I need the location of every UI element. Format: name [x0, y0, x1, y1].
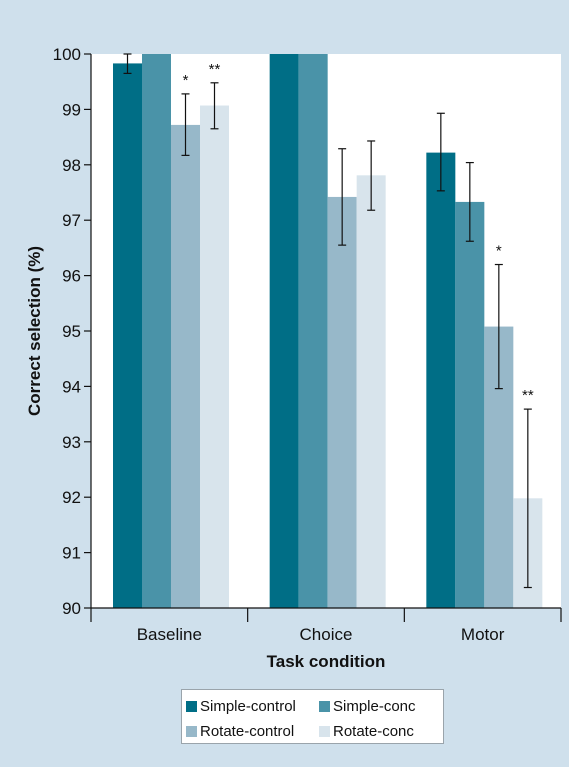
legend-swatch-simple-conc — [319, 701, 330, 712]
x-axis-title: Task condition — [267, 652, 386, 671]
x-tick-label: Motor — [461, 625, 505, 644]
bar — [113, 63, 142, 609]
y-tick-label: 99 — [62, 100, 81, 119]
y-tick-label: 98 — [62, 156, 81, 175]
significance-marker: ** — [209, 61, 221, 78]
bar — [426, 152, 456, 608]
legend-item-rotate-conc: Rotate-conc — [319, 719, 447, 744]
y-tick-label: 92 — [62, 488, 81, 507]
legend-item-rotate-control: Rotate-control — [186, 719, 319, 744]
significance-marker: * — [183, 72, 189, 89]
legend-label: Rotate-control — [200, 723, 295, 740]
significance-marker: ** — [522, 387, 534, 404]
bar — [269, 54, 299, 608]
legend-swatch-simple-control — [186, 701, 197, 712]
legend-label: Simple-control — [200, 698, 296, 715]
bar — [298, 54, 328, 608]
legend-label: Simple-conc — [333, 698, 416, 715]
significance-marker: * — [496, 243, 502, 260]
bars-layer — [113, 54, 543, 609]
bar — [327, 196, 357, 608]
x-tick-label: Choice — [300, 625, 353, 644]
x-tick-label: Baseline — [137, 625, 202, 644]
bar — [142, 54, 171, 608]
y-axis-title: Correct selection (%) — [25, 246, 44, 416]
legend-swatch-rotate-control — [186, 726, 197, 737]
y-tick-label: 100 — [53, 45, 81, 64]
y-tick-label: 93 — [62, 433, 81, 452]
legend-label: Rotate-conc — [333, 723, 414, 740]
legend-item-simple-conc: Simple-conc — [319, 694, 447, 719]
legend-swatch-rotate-conc — [319, 726, 330, 737]
y-tick-label: 96 — [62, 267, 81, 286]
axes-layer — [84, 53, 562, 622]
y-tick-label: 97 — [62, 211, 81, 230]
y-tick-label: 94 — [62, 377, 81, 396]
y-tick-label: 90 — [62, 599, 81, 618]
bar — [200, 105, 229, 608]
y-tick-label: 95 — [62, 322, 81, 341]
y-tick-label: 91 — [62, 544, 81, 563]
legend: Simple-control Simple-conc Rotate-contro… — [181, 689, 444, 744]
error-bars-layer — [123, 53, 532, 589]
bar — [171, 124, 200, 609]
bar — [356, 175, 386, 609]
bar — [455, 201, 485, 608]
legend-item-simple-control: Simple-control — [186, 694, 319, 719]
